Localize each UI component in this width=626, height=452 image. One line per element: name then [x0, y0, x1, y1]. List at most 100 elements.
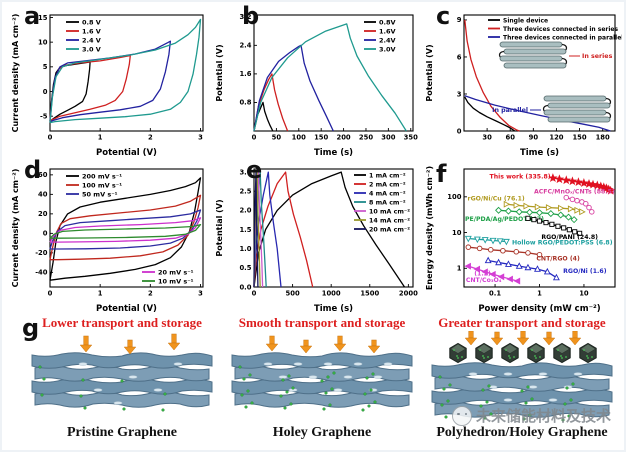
svg-text:2 mA cm⁻²: 2 mA cm⁻² [369, 181, 406, 188]
panel-f-label: f [436, 160, 447, 188]
svg-text:10: 10 [579, 290, 589, 298]
svg-text:rGO/Ni/Cu (76.1): rGO/Ni/Cu (76.1) [468, 195, 525, 202]
svg-text:150: 150 [314, 134, 328, 142]
svg-text:Current density (mA cm⁻²): Current density (mA cm⁻²) [11, 169, 20, 288]
svg-text:2.4: 2.4 [239, 42, 251, 50]
svg-text:1.6V: 1.6V [379, 27, 396, 35]
svg-text:8 mA cm⁻²: 8 mA cm⁻² [369, 199, 406, 206]
svg-text:1.6: 1.6 [239, 70, 251, 78]
ragone-plot: 0.1 1 10 1 10 100 Power density (mW cm⁻²) Energ… [425, 166, 616, 314]
schematic-title: Lower transport and storage [42, 315, 202, 330]
watermark-logo-icon [452, 405, 472, 426]
watermark-text: 未来储能材料及技术 [476, 407, 612, 425]
schematic-caption: Holey Graphene [272, 425, 372, 440]
svg-text:3.0 V: 3.0 V [82, 45, 101, 53]
svg-text:50 mV s⁻¹: 50 mV s⁻¹ [82, 190, 118, 198]
svg-text:30: 30 [482, 134, 492, 142]
schematic-pristine-graphene: Lower transport and storage Pristine Gra… [22, 314, 222, 448]
svg-text:Energy density (mWh cm⁻²): Energy density (mWh cm⁻²) [425, 166, 434, 290]
svg-text:Current density (mA cm⁻²): Current density (mA cm⁻²) [11, 14, 20, 133]
gcd-voltage-windows-chart: 0 50 100 150 200 250 300 350 0.8 1.6 2.4 3.2 Time (s… [215, 13, 418, 158]
schematic-polyhedron-holey-graphene: Greater transport and storage Polyhedron… [422, 314, 622, 448]
svg-text:3.2: 3.2 [239, 13, 251, 21]
svg-text:ACFC/MnOₓ/CNTs (88.5): ACFC/MnOₓ/CNTs (88.5) [534, 188, 615, 195]
svg-text:2.0: 2.0 [239, 207, 251, 215]
svg-text:9: 9 [457, 16, 462, 24]
panel-g-label: g [22, 314, 40, 342]
svg-text:Time (s): Time (s) [520, 148, 559, 158]
svg-text:Potential (V): Potential (V) [215, 44, 224, 101]
svg-text:100: 100 [447, 193, 461, 201]
svg-text:300: 300 [381, 134, 395, 142]
svg-text:CNT/RGO (4): CNT/RGO (4) [536, 256, 580, 263]
svg-text:Single device: Single device [503, 17, 548, 24]
svg-text:5: 5 [43, 63, 48, 71]
svg-text:15: 15 [38, 14, 48, 22]
svg-text:60: 60 [38, 171, 48, 179]
svg-text:0: 0 [252, 134, 257, 142]
svg-text:0.5: 0.5 [239, 264, 251, 272]
svg-text:Three devices connected in par: Three devices connected in parallel [503, 34, 622, 41]
svg-text:180: 180 [596, 134, 610, 142]
svg-text:PE/PDA/Ag/PEDOT (47): PE/PDA/Ag/PEDOT (47) [465, 216, 544, 223]
panel-d-label: d [24, 156, 42, 184]
svg-text:60: 60 [505, 134, 515, 142]
svg-text:0: 0 [48, 134, 53, 142]
svg-text:20: 20 [38, 210, 48, 218]
svg-text:1: 1 [537, 290, 542, 298]
svg-text:0: 0 [43, 230, 48, 238]
pristine-graphene-graphic [31, 333, 213, 412]
svg-text:20 mV s⁻¹: 20 mV s⁻¹ [158, 268, 194, 276]
graphene-schematics: Lower transport and storage Pristine Gra… [22, 314, 622, 448]
svg-text:90: 90 [529, 134, 539, 142]
svg-text:3: 3 [198, 290, 203, 298]
svg-text:-5: -5 [40, 112, 48, 120]
series-parallel-discharge-chart: 30 60 90 120 150 180 0 3 6 9 Time (s) Potential (V)… [425, 14, 622, 158]
svg-text:14 mA cm⁻²: 14 mA cm⁻² [369, 217, 410, 224]
svg-text:0.1: 0.1 [489, 290, 501, 298]
gcd-current-densities-chart: 0 500 1000 1500 2000 0.0 0.5 1.0 1.5 2.0 2.5 3.0 Tim… [215, 168, 418, 314]
schematic-caption: Pristine Graphene [66, 425, 178, 440]
holey-graphene-graphic [231, 335, 413, 412]
svg-text:20 mA cm⁻²: 20 mA cm⁻² [369, 226, 410, 233]
svg-text:Potential (V): Potential (V) [425, 44, 434, 101]
svg-text:2: 2 [148, 290, 153, 298]
svg-text:2: 2 [148, 134, 153, 142]
svg-text:Time (s): Time (s) [314, 304, 353, 314]
svg-text:120: 120 [549, 134, 563, 142]
svg-text:100 mV s⁻¹: 100 mV s⁻¹ [82, 181, 122, 189]
svg-text:0.8V: 0.8V [379, 18, 396, 26]
svg-text:1.6 V: 1.6 V [82, 27, 101, 35]
svg-text:6: 6 [457, 53, 462, 61]
svg-text:250: 250 [359, 134, 373, 142]
svg-text:0.8: 0.8 [239, 99, 251, 107]
svg-text:1500: 1500 [360, 290, 379, 298]
svg-text:100: 100 [292, 134, 306, 142]
panel-e-label: e [246, 156, 263, 184]
svg-text:In parallel: In parallel [492, 107, 528, 114]
svg-text:2000: 2000 [399, 290, 418, 298]
panel-g: g Lower transport and storage Pristine G… [8, 314, 622, 448]
cv-scan-rates-chart: 0 1 2 3 -40 -20 0 20 40 60 Potential (V) Current de… [11, 168, 204, 314]
schematic-title: Greater transport and storage [438, 315, 606, 330]
svg-text:(1.2): (1.2) [474, 271, 491, 278]
svg-text:0: 0 [252, 290, 257, 298]
svg-text:2.5: 2.5 [239, 188, 251, 196]
svg-text:Potential (V): Potential (V) [96, 148, 157, 158]
svg-text:2.4 V: 2.4 V [82, 36, 101, 44]
panel-a-label: a [24, 2, 41, 30]
svg-text:10 mV s⁻¹: 10 mV s⁻¹ [158, 277, 194, 285]
svg-text:50: 50 [272, 134, 282, 142]
svg-text:3.0V: 3.0V [379, 45, 396, 53]
panel-b-label: b [242, 2, 260, 30]
svg-text:In series: In series [582, 53, 613, 60]
svg-text:1: 1 [457, 265, 462, 273]
panel-f: f 0.1 1 10 1 10 100 Power density (mW cm⁻²) Ene… [422, 160, 622, 314]
svg-text:1000: 1000 [322, 290, 341, 298]
svg-text:Potential (V): Potential (V) [215, 199, 224, 256]
svg-text:RGO/PANI (24.8): RGO/PANI (24.8) [541, 234, 598, 241]
svg-text:0.8 V: 0.8 V [82, 18, 101, 26]
cv-voltage-windows-chart: 0 1 2 3 -5 0 5 10 15 Potential (V) Current density… [11, 14, 204, 158]
schematic-caption: Polyhedron/Holey Graphene [436, 425, 608, 440]
